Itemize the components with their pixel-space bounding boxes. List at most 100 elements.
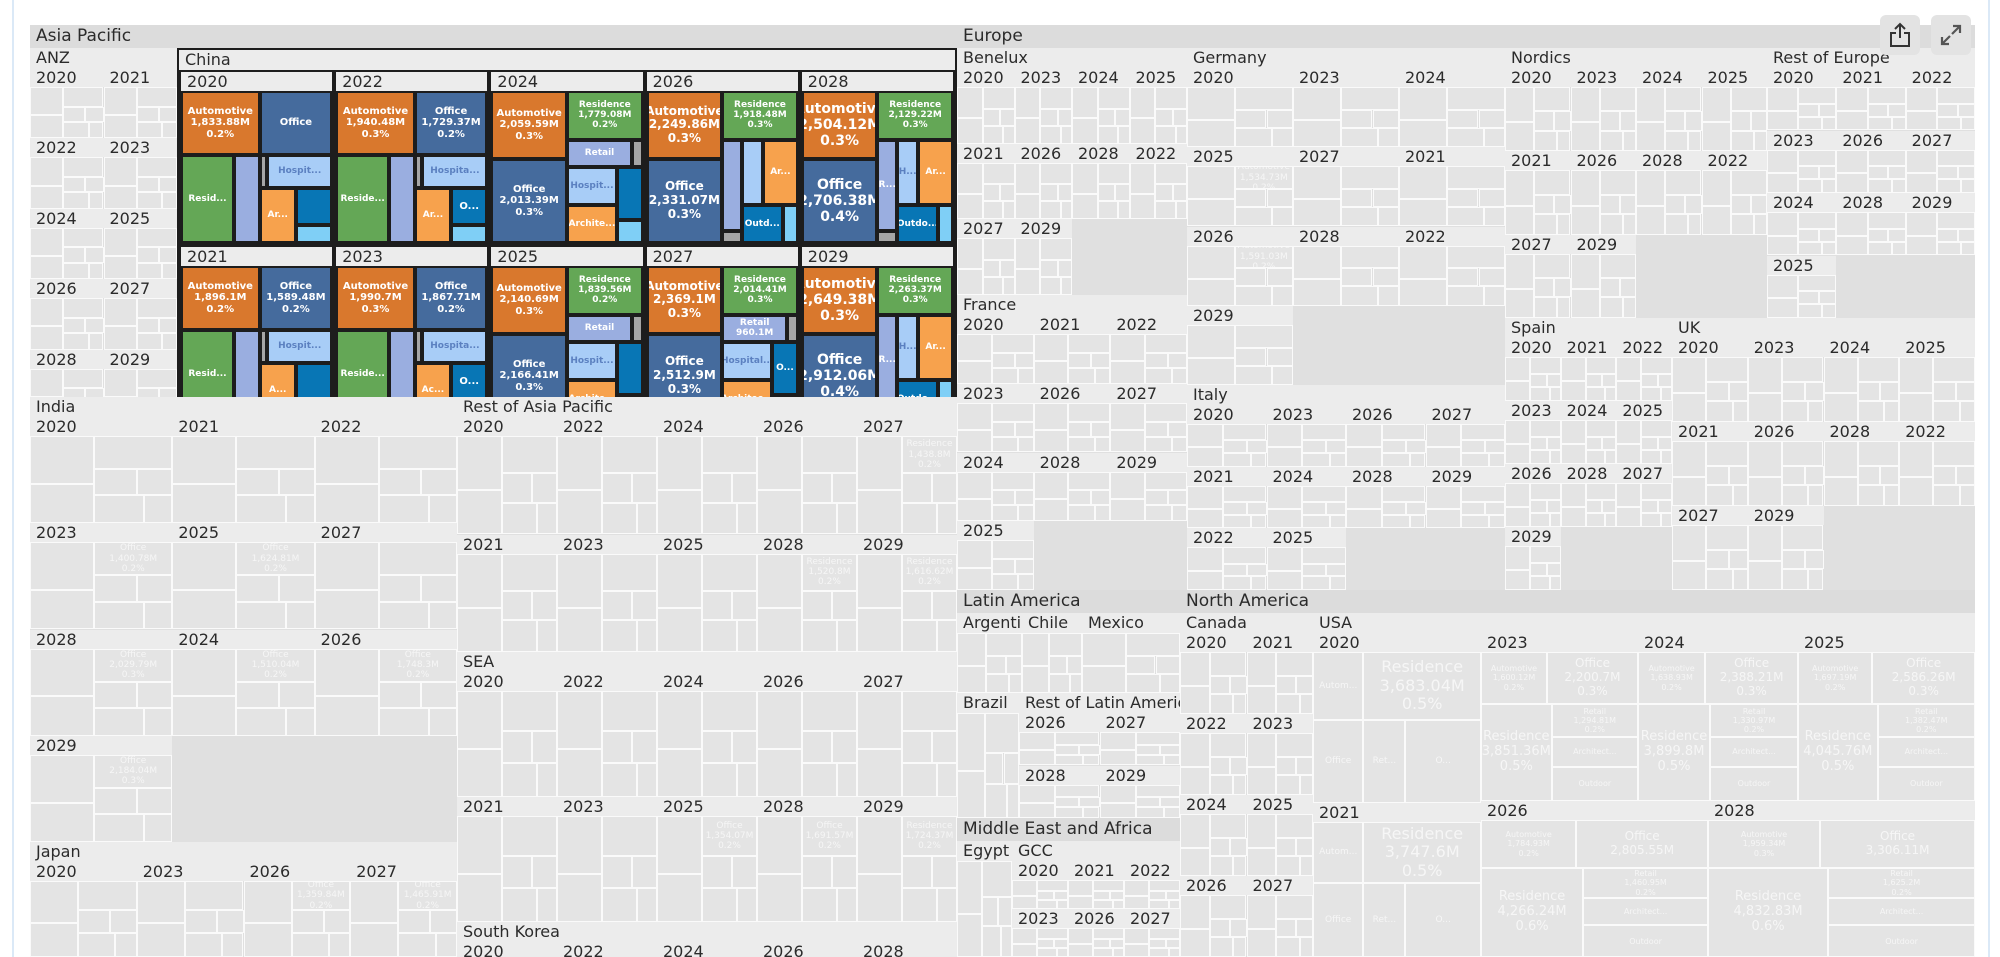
segment-tile[interactable] [1557, 297, 1571, 318]
segment-tile[interactable] [1033, 430, 1069, 453]
segment-tile[interactable] [986, 633, 1022, 656]
segment-tile[interactable] [802, 856, 832, 889]
segment-tile[interactable] [1753, 130, 1767, 152]
segment-tile[interactable] [1099, 784, 1136, 803]
segment-tile[interactable] [1619, 278, 1636, 298]
segment-tile[interactable] [30, 881, 79, 923]
year-node-2028[interactable]: 2028 [857, 942, 957, 957]
segment-tile-retail[interactable]: Retail 1,382.47M 0.2% [1877, 704, 1975, 737]
segment-tile[interactable] [1234, 207, 1272, 227]
segment-tile[interactable] [837, 763, 857, 797]
segment-tile[interactable] [1083, 807, 1100, 818]
segment-tile[interactable] [1560, 381, 1586, 401]
segment-tile-office[interactable]: Office 1,691.57M 0.2% [802, 816, 857, 857]
segment-tile-office[interactable]: Office 1,589.48M 0.2% [259, 266, 333, 330]
year-node-2021[interactable]: 2021 [103, 68, 177, 139]
segment-tile[interactable] [1798, 116, 1823, 131]
segment-tile[interactable] [1534, 253, 1571, 279]
segment-tile[interactable] [702, 590, 732, 621]
segment-tile[interactable] [1706, 485, 1733, 506]
segment-tile[interactable] [1641, 499, 1659, 513]
segment-tile[interactable] [991, 471, 1034, 491]
segment-tile[interactable] [1605, 386, 1617, 401]
segment-tile[interactable] [1489, 514, 1505, 529]
segment-tile[interactable] [428, 707, 457, 736]
segment-tile[interactable] [1276, 937, 1300, 957]
segment-tile[interactable] [1933, 465, 1957, 486]
segment-tile[interactable] [1641, 386, 1661, 401]
segment-tile-automotive[interactable]: Automotive 1,638.93M 0.2% [1638, 652, 1706, 705]
segment-tile-outdoor[interactable] [295, 188, 333, 225]
segment-tile-other[interactable] [877, 230, 898, 243]
year-node-2023[interactable]: 2023 [1246, 714, 1313, 795]
segment-tile[interactable] [1730, 111, 1751, 131]
segment-tile[interactable] [1665, 194, 1686, 215]
segment-tile[interactable] [1505, 253, 1535, 290]
segment-tile[interactable] [236, 601, 287, 630]
year-node-2022[interactable]: 2022 [1616, 338, 1672, 401]
year-node-2029[interactable]: 2029 [1425, 466, 1505, 529]
segment-tile[interactable] [1549, 386, 1561, 401]
segment-tile[interactable] [1461, 424, 1505, 441]
year-node-2028[interactable]: 2028 Residence 1,520.8M 0.2% [757, 534, 857, 653]
segment-tile[interactable] [1124, 943, 1150, 957]
year-node-2027[interactable]: 2027 [1293, 147, 1399, 227]
segment-tile[interactable] [1534, 111, 1555, 131]
segment-tile[interactable] [1641, 420, 1672, 437]
segment-tile[interactable] [1409, 514, 1426, 529]
segment-tile[interactable] [1446, 166, 1505, 190]
year-node-2027[interactable]: 2027 Office 1,465.91M 0.2% [350, 862, 457, 957]
segment-tile[interactable] [1326, 501, 1346, 515]
segment-tile[interactable] [1554, 278, 1571, 298]
country-node-france[interactable]: France 2020 2021 2022 2023 2026 2027 2024 2028 20… [957, 295, 1187, 590]
segment-tile-architectural[interactable]: Archite... [566, 205, 617, 243]
segment-tile[interactable] [1701, 205, 1731, 235]
segment-tile[interactable] [802, 473, 832, 503]
segment-tile[interactable] [1149, 899, 1169, 909]
year-node-2023[interactable]: 2023 Automotive 1,600.12M 0.2% Office 2,200.7… [1481, 633, 1638, 801]
segment-tile-office[interactable]: Office 1,465.91M 0.2% [398, 881, 457, 910]
segment-tile[interactable] [1905, 173, 1937, 193]
segment-tile[interactable] [981, 926, 1001, 957]
segment-tile[interactable] [1767, 274, 1799, 299]
segment-tile[interactable] [1505, 444, 1531, 464]
segment-tile[interactable] [1302, 485, 1346, 502]
segment-tile[interactable] [314, 542, 379, 591]
segment-tile[interactable] [1135, 744, 1160, 755]
segment-tile[interactable] [378, 601, 429, 630]
segment-tile[interactable] [1271, 207, 1293, 227]
segment-tile-infra[interactable] [937, 205, 953, 243]
year-node-2024[interactable]: 2024 Automotive 1,638.93M 0.2% Office 2,388.2… [1638, 633, 1798, 801]
segment-tile[interactable] [1276, 652, 1313, 676]
segment-tile[interactable] [457, 749, 502, 797]
segment-tile[interactable] [857, 874, 902, 922]
year-node-2022[interactable]: 2022 [1899, 422, 1975, 506]
segment-tile[interactable] [1233, 775, 1247, 795]
segment-tile[interactable] [1180, 929, 1210, 957]
segment-tile[interactable] [172, 483, 237, 524]
segment-tile[interactable] [737, 763, 757, 797]
segment-tile[interactable] [1068, 367, 1095, 384]
segment-tile[interactable] [1049, 633, 1082, 656]
year-node-2026[interactable]: 2026 [757, 672, 857, 797]
segment-tile[interactable] [1377, 207, 1399, 227]
segment-tile[interactable] [421, 575, 457, 602]
segment-tile[interactable] [502, 436, 557, 474]
segment-tile[interactable] [1054, 891, 1068, 900]
segment-tile[interactable] [63, 176, 86, 193]
segment-tile[interactable] [537, 888, 557, 922]
segment-tile[interactable] [1730, 87, 1767, 112]
segment-tile[interactable] [1585, 373, 1603, 387]
segment-tile-office[interactable]: Office [1313, 719, 1364, 803]
segment-tile[interactable] [143, 495, 173, 524]
segment-tile[interactable] [1933, 401, 1960, 422]
segment-tile[interactable] [1658, 373, 1672, 387]
segment-tile[interactable] [1040, 108, 1058, 126]
segment-tile[interactable] [1246, 848, 1277, 876]
segment-tile[interactable] [30, 436, 95, 484]
share-button[interactable] [1880, 15, 1920, 55]
segment-tile[interactable] [1068, 505, 1095, 522]
segment-tile[interactable] [1222, 576, 1251, 590]
segment-tile[interactable] [1483, 286, 1505, 306]
segment-tile[interactable] [1823, 392, 1858, 422]
